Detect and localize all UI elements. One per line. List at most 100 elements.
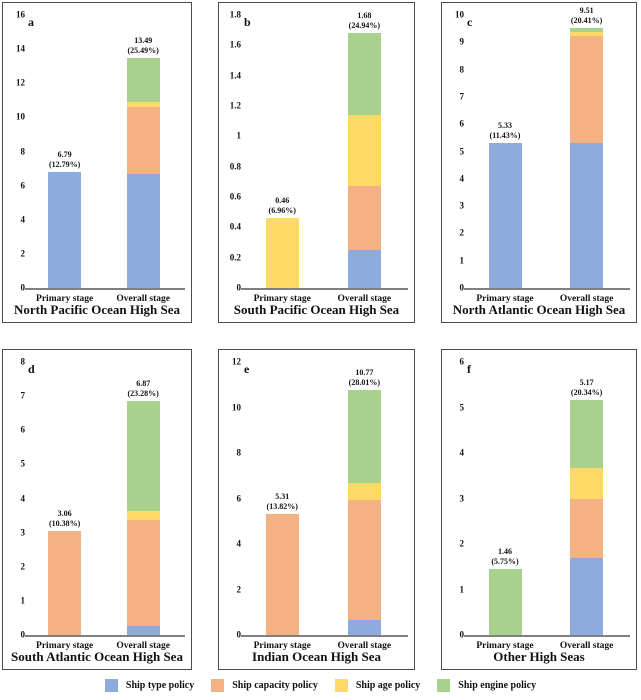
bar-value-label-line: (20.41%) — [570, 16, 603, 26]
bar-value-label: 6.87 (23.28%) — [95, 379, 191, 399]
bar-value-label-line: 3.06 — [57, 508, 72, 518]
bar-value-label-line: 5.33 — [498, 120, 512, 130]
x-axis-category-label: Overall stage — [337, 641, 392, 651]
y-axis-tick-label: 1 — [459, 584, 465, 594]
bar-segment-ship-age-policy — [347, 115, 381, 187]
x-axis-category-label: Primary stage — [476, 641, 534, 651]
bar-value-label-line: 5.31 — [275, 492, 290, 502]
bar-value-label-line: (25.49%) — [127, 45, 159, 55]
y-axis-tick-label: 8 — [236, 447, 242, 458]
y-axis-tick-label: 2 — [459, 538, 465, 549]
y-axis-tick-label: 4 — [20, 214, 26, 225]
legend-item-ship-age: Ship age policy — [334, 678, 421, 692]
y-axis-tick-label: 1.2 — [229, 100, 241, 111]
bar-segment-ship-capacity-policy — [347, 186, 381, 251]
panel-letter-b: b — [244, 15, 251, 29]
bar-value-label: 1.46 (5.75%) — [457, 547, 553, 567]
stacked-bar-overall-stage: 1.68 (24.94%) — [347, 11, 381, 288]
stacked-bar-primary-stage: 6.79 (12.79%) — [48, 150, 82, 288]
y-axis-tick-label: 6 — [20, 424, 26, 435]
panel-letter-c: c — [467, 15, 473, 29]
stacked-bar-overall-stage: 9.51 (20.41%) — [570, 6, 604, 288]
y-axis-tick-label: 5 — [459, 402, 465, 412]
panel-letter-f: f — [467, 362, 471, 376]
bar-segment-ship-engine-policy — [488, 568, 522, 635]
y-axis-tick-label: 2 — [20, 561, 26, 572]
bar-segment-ship-engine-policy — [126, 57, 160, 103]
stacked-bar-overall-stage: 6.87 (23.28%) — [126, 379, 160, 635]
bar-segment-ship-engine-policy — [347, 390, 381, 483]
y-axis-tick-label: 0 — [459, 282, 465, 293]
bar-segment-ship-engine-policy — [347, 33, 381, 116]
y-axis-tick-label: 4 — [236, 538, 242, 549]
bar-value-label-line: (13.82%) — [266, 502, 298, 512]
y-axis-tick-label: 1.4 — [229, 70, 241, 81]
bar-value-label: 5.17 (20.34%) — [539, 378, 635, 398]
y-axis-tick-label: 5 — [459, 146, 465, 156]
y-axis-tick-label: 2 — [20, 248, 26, 259]
bar-value-label-line: 6.79 — [57, 150, 72, 160]
chart-title-e: Indian Ocean High Sea — [252, 649, 381, 664]
chart-panel-f: f 0 1 2 3 4 5 6 Primary stage 1.46 (5.75%) Overall… — [441, 349, 637, 670]
x-axis-category-label: Overall stage — [559, 641, 614, 651]
y-axis-tick-label: 1.8 — [229, 9, 241, 20]
y-axis-tick-label: 16 — [16, 9, 25, 20]
y-axis-tick-label: 5 — [20, 458, 26, 469]
bar-segment-ship-capacity-policy — [126, 520, 160, 627]
bar-segment-ship-age-policy — [570, 468, 604, 499]
x-axis-category-label: Primary stage — [253, 294, 311, 304]
bar-segment-ship-engine-policy — [126, 400, 160, 512]
chart-panel-e: e 0 2 4 6 8 10 12 Primary stage 5.31 (13.82%) Over… — [218, 349, 415, 670]
plot-area-e: 0 2 4 6 8 10 12 Primary stage 5.31 (13.82%) Overal… — [232, 357, 408, 651]
x-axis-category-label: Overall stage — [116, 641, 170, 651]
y-axis-tick-label: 3 — [20, 527, 26, 538]
x-axis-category-label: Overall stage — [116, 294, 170, 304]
bar-segment-ship-type-policy — [126, 173, 160, 288]
y-axis-tick-label: 6 — [20, 180, 26, 191]
legend-item-ship-engine: Ship engine policy — [437, 678, 537, 692]
y-axis-tick-label: 1 — [236, 130, 242, 141]
chart-panel-a: a 0 2 4 6 8 10 12 14 16 Primary stage 6.79 (12.79%)… — [2, 2, 192, 323]
y-axis-tick-label: 4 — [459, 447, 465, 458]
y-axis-tick-label: 1 — [20, 595, 26, 606]
x-axis-category-label: Overall stage — [559, 294, 614, 304]
bar-value-label-line: (11.43%) — [489, 130, 521, 140]
chart-title-b: South Pacific Ocean High Sea — [233, 302, 400, 317]
y-axis-tick-label: 0 — [20, 629, 26, 640]
y-axis-tick-label: 6 — [459, 356, 465, 367]
chart-title-c: North Atlantic Ocean High Sea — [452, 302, 626, 317]
chart-title-a: North Pacific Ocean High Sea — [13, 302, 181, 317]
y-axis-tick-label: 3 — [459, 493, 465, 503]
bar-segment-ship-engine-policy — [570, 28, 604, 32]
y-axis-tick-label: 0.2 — [229, 252, 241, 263]
bar-segment-ship-type-policy — [48, 172, 82, 288]
plot-area-d: 0 1 2 3 4 5 6 7 8 Primary stage 3.06 (10.38%) Overal… — [21, 357, 185, 651]
bar-value-label-line: (23.28%) — [127, 388, 159, 398]
plot-area-a: 0 2 4 6 8 10 12 14 16 Primary stage 6.79 (12.79%) Ov… — [16, 10, 185, 304]
bar-value-label: 9.51 (20.41%) — [539, 6, 635, 26]
bar-segment-ship-capacity-policy — [126, 107, 160, 174]
bar-value-label-line: 1.68 — [357, 11, 372, 21]
y-axis-tick-label: 6 — [236, 493, 242, 503]
panel-letter-a: a — [28, 15, 34, 29]
chart-panel-b: b 0 0.2 0.4 0.6 0.8 1 1.2 1.4 1.6 1.8 Primary stag… — [218, 2, 415, 323]
legend-label-ship-capacity: Ship capacity policy — [232, 679, 318, 691]
bar-value-label: 1.68 (24.94%) — [316, 11, 412, 31]
chart-panel-c: c 0 1 2 3 4 5 6 7 8 9 10 Primary stage 5.33 (11.43%) O… — [441, 2, 637, 323]
stacked-bar-primary-stage: 5.31 (13.82%) — [265, 492, 299, 635]
bar-value-label-line: (20.34%) — [570, 387, 603, 397]
chart-panel-d: d 0 1 2 3 4 5 6 7 8 Primary stage 3.06 (10.38%) Over… — [2, 349, 192, 670]
bar-value-label: 13.49 (25.49%) — [95, 36, 191, 56]
legend-label-ship-engine: Ship engine policy — [458, 679, 537, 691]
legend-label-ship-age: Ship age policy — [355, 679, 421, 691]
bar-segment-ship-capacity-policy — [347, 500, 381, 621]
y-axis-tick-label: 6 — [459, 118, 465, 129]
bar-value-label-line: 9.51 — [579, 6, 594, 16]
stacked-bar-primary-stage: 0.46 (6.96%) — [265, 196, 299, 288]
bar-value-label-line: (28.01%) — [348, 377, 380, 387]
bar-value-label-line: 13.49 — [134, 35, 153, 45]
bar-segment-ship-age-policy — [347, 482, 381, 501]
bar-value-label: 10.77 (28.01%) — [316, 368, 412, 388]
y-axis-tick-label: 0.6 — [229, 191, 241, 202]
y-axis-tick-label: 9 — [459, 36, 465, 47]
